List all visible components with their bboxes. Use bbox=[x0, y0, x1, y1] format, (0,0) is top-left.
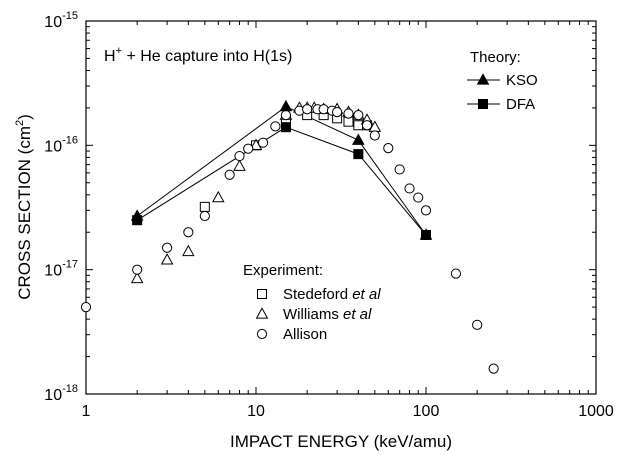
theory-legend: KSO DFA bbox=[467, 72, 538, 113]
legend-allison-label: Allison bbox=[283, 326, 327, 343]
experiment-legend-title: Experiment: bbox=[243, 262, 323, 279]
allison-point bbox=[270, 121, 281, 132]
y-tick-labels: 10-18 10-17 10-16 10-15 bbox=[44, 10, 78, 404]
allison-point bbox=[383, 143, 394, 154]
williams-et-al-point bbox=[130, 271, 144, 284]
williams-et-al-point bbox=[160, 253, 174, 265]
x-axis-label: IMPACT ENERGY (keV/amu) bbox=[230, 432, 452, 451]
allison-point bbox=[404, 183, 415, 194]
dfa-point bbox=[353, 149, 364, 160]
x-tick-label: 1000 bbox=[578, 403, 614, 420]
theory-lines bbox=[136, 105, 427, 236]
allison-point bbox=[257, 137, 269, 148]
dfa-line bbox=[136, 126, 427, 236]
legend-williams-et-al-marker bbox=[255, 307, 269, 319]
stedeford-et-al-point bbox=[353, 120, 364, 131]
legend-kso-label: KSO bbox=[506, 72, 538, 89]
allison-point bbox=[369, 130, 380, 141]
experiment-legend: Stedeford et al Williams et al Allison bbox=[255, 286, 381, 343]
allison-point bbox=[234, 150, 245, 162]
allison-point bbox=[132, 264, 143, 275]
allison-point bbox=[361, 120, 373, 131]
allison-point bbox=[318, 104, 329, 115]
kso-point bbox=[419, 228, 433, 240]
x-tick-labels: 1 10 100 1000 bbox=[82, 403, 614, 420]
chart-annotation: H+ + He capture into H(1s) bbox=[104, 45, 292, 65]
stedeford-et-al-point bbox=[199, 201, 210, 212]
allison-point bbox=[302, 104, 313, 115]
allison-point bbox=[472, 319, 483, 330]
x-tick-label: 10 bbox=[247, 403, 265, 420]
kso-point bbox=[279, 99, 293, 112]
allison-point bbox=[80, 301, 92, 313]
legend-williams-et-al-label: Williams et al bbox=[283, 306, 372, 323]
kso-point bbox=[352, 133, 365, 145]
allison-point bbox=[199, 210, 210, 222]
williams-et-al-point bbox=[182, 244, 195, 257]
allison-point bbox=[224, 169, 235, 180]
allison-point bbox=[162, 242, 173, 253]
legend-kso-marker bbox=[476, 73, 490, 85]
dfa-point bbox=[280, 122, 291, 133]
kso-line bbox=[136, 105, 427, 236]
allison-point bbox=[450, 268, 462, 279]
legend-dfa-marker bbox=[478, 99, 488, 109]
theory-legend-title: Theory: bbox=[470, 49, 521, 66]
y-tick-label: 10-16 bbox=[44, 134, 78, 155]
x-tick-label: 100 bbox=[413, 403, 440, 420]
axis-ticks bbox=[85, 21, 596, 395]
allison-point bbox=[343, 108, 354, 119]
y-tick-label: 10-17 bbox=[44, 259, 78, 280]
y-tick-label: 10-15 bbox=[44, 10, 78, 31]
legend-stedeford-et-al-marker bbox=[257, 289, 267, 299]
x-tick-label: 1 bbox=[82, 403, 91, 420]
data-markers bbox=[80, 99, 499, 374]
kso-point bbox=[130, 209, 144, 221]
y-tick-label: 10-18 bbox=[44, 383, 78, 404]
allison-point bbox=[394, 164, 405, 175]
allison-point bbox=[353, 110, 364, 121]
legend-dfa-label: DFA bbox=[506, 96, 535, 113]
legend-stedeford-et-al-label: Stedeford et al bbox=[283, 286, 381, 303]
williams-et-al-point bbox=[233, 159, 246, 171]
plot-frame bbox=[85, 20, 597, 395]
allison-point bbox=[332, 107, 343, 118]
allison-point bbox=[183, 227, 194, 238]
allison-point bbox=[413, 192, 424, 203]
allison-point bbox=[488, 363, 499, 374]
allison-point bbox=[280, 110, 292, 121]
williams-et-al-point bbox=[211, 190, 225, 203]
legend-allison-marker bbox=[256, 328, 268, 340]
allison-point bbox=[420, 205, 432, 216]
allison-point bbox=[243, 143, 254, 154]
y-axis-label: CROSS SECTION (cm2) bbox=[14, 114, 34, 300]
